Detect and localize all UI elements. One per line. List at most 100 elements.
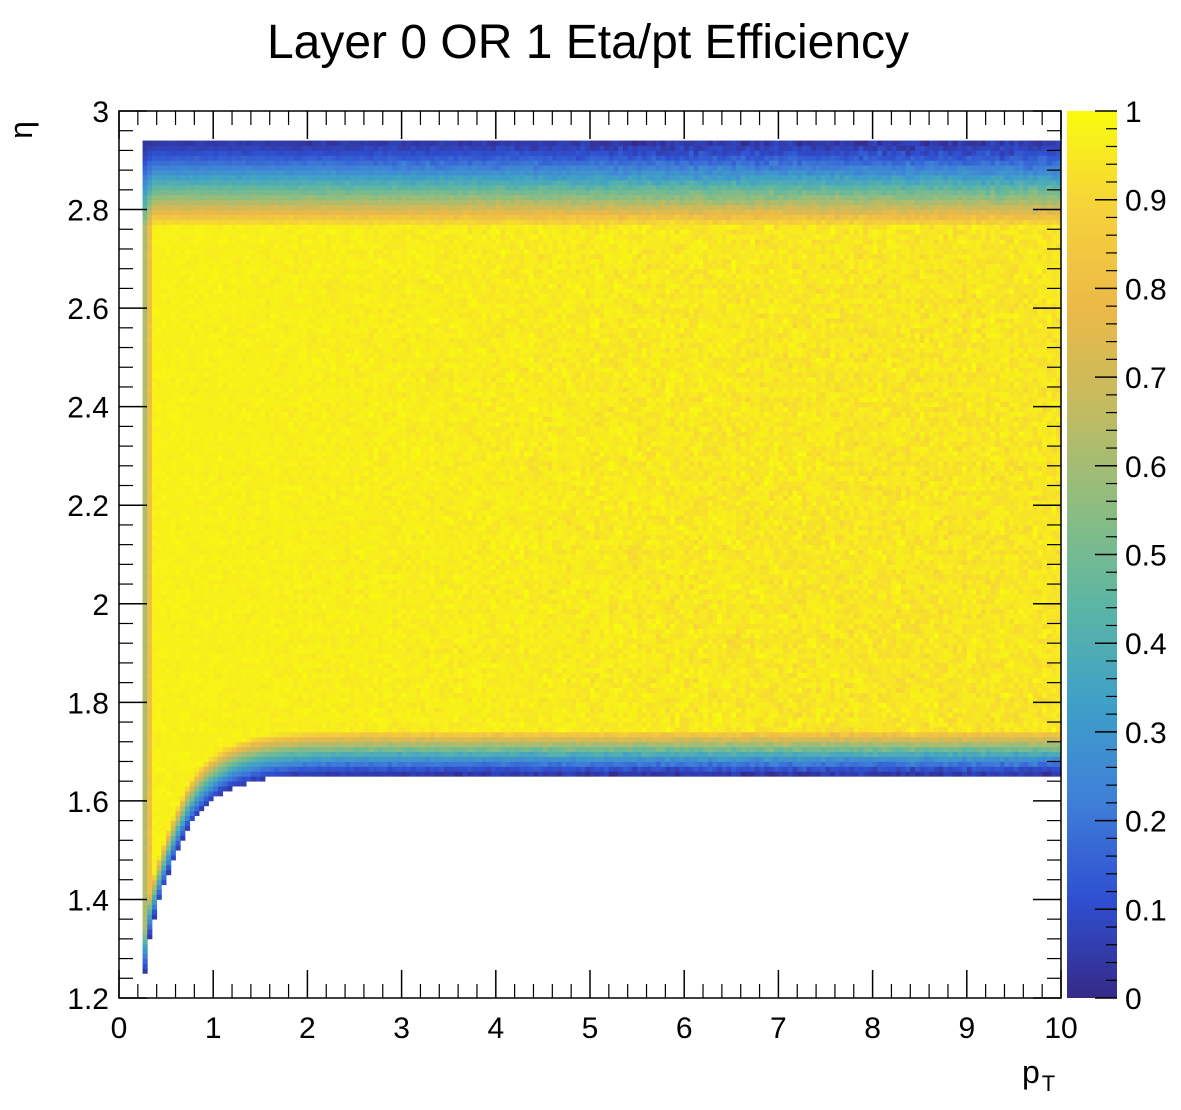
heatmap-cell	[651, 757, 656, 762]
heatmap-cell	[176, 752, 181, 757]
heatmap-cell	[924, 761, 929, 766]
heatmap-cell	[303, 737, 308, 742]
heatmap-cell	[425, 663, 430, 668]
heatmap-cell	[185, 712, 190, 717]
heatmap-cell	[920, 732, 925, 737]
heatmap-cell	[783, 712, 788, 717]
heatmap-cell	[604, 712, 609, 717]
heatmap-cell	[359, 692, 364, 697]
heatmap-cell	[703, 678, 708, 683]
heatmap-cell	[585, 727, 590, 732]
heatmap-cell	[920, 737, 925, 742]
heatmap-cell	[618, 702, 623, 707]
heatmap-cell	[284, 717, 289, 722]
heatmap-cell	[981, 692, 986, 697]
heatmap-cell	[303, 717, 308, 722]
heatmap-cell	[609, 727, 614, 732]
heatmap-cell	[194, 766, 199, 771]
heatmap-cell	[359, 766, 364, 771]
heatmap-cell	[458, 752, 463, 757]
heatmap-cell	[204, 737, 209, 742]
heatmap-cell	[920, 658, 925, 663]
heatmap-cell	[1014, 697, 1019, 702]
heatmap-cell	[208, 712, 213, 717]
heatmap-cell	[458, 707, 463, 712]
heatmap-cell	[694, 771, 699, 776]
heatmap-cell	[171, 826, 176, 831]
heatmap-cell	[355, 742, 360, 747]
heatmap-cell	[161, 653, 166, 658]
heatmap-cell	[322, 692, 327, 697]
heatmap-cell	[727, 678, 732, 683]
heatmap-cell	[486, 673, 491, 678]
heatmap-cell	[882, 771, 887, 776]
heatmap-cell	[821, 688, 826, 693]
heatmap-cell	[948, 688, 953, 693]
heatmap-cell	[204, 727, 209, 732]
heatmap-cell	[439, 707, 444, 712]
heatmap-cell	[364, 697, 369, 702]
heatmap-cell	[171, 663, 176, 668]
heatmap-cell	[722, 717, 727, 722]
heatmap-cell	[948, 742, 953, 747]
heatmap-cell	[745, 668, 750, 673]
heatmap-cell	[915, 707, 920, 712]
heatmap-cell	[265, 673, 270, 678]
heatmap-cell	[223, 761, 228, 766]
heatmap-cell	[929, 707, 934, 712]
heatmap-cell	[694, 737, 699, 742]
heatmap-cell	[665, 673, 670, 678]
heatmap-cell	[849, 697, 854, 702]
heatmap-cell	[1004, 761, 1009, 766]
heatmap-cell	[953, 668, 958, 673]
heatmap-cell	[1004, 673, 1009, 678]
heatmap-cell	[180, 811, 185, 816]
heatmap-cell	[190, 727, 195, 732]
heatmap-cell	[190, 776, 195, 781]
heatmap-cell	[821, 678, 826, 683]
heatmap-cell	[830, 766, 835, 771]
heatmap-cell	[651, 732, 656, 737]
heatmap-cell	[444, 697, 449, 702]
heatmap-cell	[741, 678, 746, 683]
heatmap-cell	[331, 692, 336, 697]
heatmap-cell	[1000, 697, 1005, 702]
heatmap-cell	[698, 673, 703, 678]
heatmap-cell	[387, 658, 392, 663]
heatmap-cell	[665, 766, 670, 771]
heatmap-cell	[199, 766, 204, 771]
heatmap-cell	[637, 663, 642, 668]
heatmap-cell	[274, 673, 279, 678]
heatmap-cell	[689, 737, 694, 742]
heatmap-cell	[698, 678, 703, 683]
heatmap-cell	[435, 688, 440, 693]
heatmap-cell	[670, 722, 675, 727]
heatmap-cell	[199, 742, 204, 747]
heatmap-cell	[703, 757, 708, 762]
heatmap-cell	[840, 757, 845, 762]
heatmap-cell	[642, 712, 647, 717]
heatmap-cell	[543, 757, 548, 762]
heatmap-cell	[147, 761, 152, 766]
heatmap-cell	[369, 688, 374, 693]
heatmap-cell	[778, 688, 783, 693]
heatmap-cell	[915, 702, 920, 707]
heatmap-cell	[981, 663, 986, 668]
heatmap-cell	[312, 712, 317, 717]
heatmap-cell	[920, 761, 925, 766]
heatmap-cell	[218, 653, 223, 658]
heatmap-cell	[157, 678, 162, 683]
heatmap-cell	[1009, 668, 1014, 673]
heatmap-cell	[788, 761, 793, 766]
heatmap-cell	[1028, 771, 1033, 776]
heatmap-cell	[802, 722, 807, 727]
heatmap-cell	[1019, 752, 1024, 757]
heatmap-cell	[425, 707, 430, 712]
heatmap-cell	[524, 673, 529, 678]
heatmap-cell	[906, 692, 911, 697]
heatmap-cell	[708, 668, 713, 673]
heatmap-cell	[355, 668, 360, 673]
heatmap-cell	[821, 702, 826, 707]
heatmap-cell	[882, 697, 887, 702]
heatmap-cell	[581, 717, 586, 722]
